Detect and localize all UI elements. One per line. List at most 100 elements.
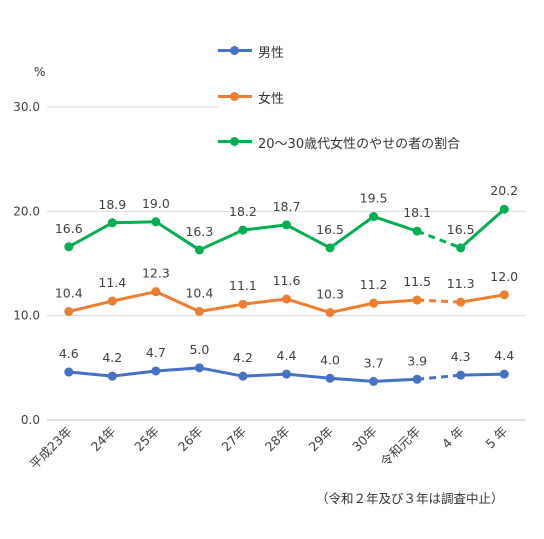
data-point	[64, 242, 74, 252]
data-label: 19.0	[142, 196, 170, 211]
data-label: 11.1	[229, 278, 257, 293]
data-label: 20.2	[490, 183, 518, 198]
data-point	[456, 370, 466, 380]
y-unit-label: %	[34, 65, 46, 79]
data-label: 16.3	[185, 224, 213, 239]
x-tick-label: 4 年	[439, 424, 467, 452]
x-tick-label: 令和元年	[377, 424, 423, 470]
data-point	[499, 369, 509, 379]
y-axis-ticks: 0.0 10.0 20.0 30.0	[13, 100, 40, 427]
x-tick-label: 25年	[131, 424, 162, 455]
data-point	[151, 217, 161, 227]
data-label: 11.4	[98, 275, 126, 290]
data-point	[194, 245, 204, 255]
data-point	[107, 296, 117, 306]
data-label: 4.6	[59, 346, 79, 361]
data-label: 10.3	[316, 287, 344, 302]
data-point	[412, 226, 422, 236]
data-label: 3.9	[407, 353, 427, 368]
series-line	[460, 293, 505, 304]
data-point	[64, 306, 74, 316]
data-point	[151, 287, 161, 297]
data-point	[369, 298, 379, 308]
data-point	[64, 367, 74, 377]
data-point	[282, 220, 291, 230]
x-tick-label: 平成23年	[27, 424, 75, 472]
data-label: 10.4	[185, 285, 213, 300]
y-tick-label: 30.0	[13, 100, 40, 114]
series-line-gap	[416, 373, 461, 381]
data-label: 3.7	[364, 355, 384, 370]
data-label: 12.0	[490, 269, 518, 284]
data-labels: 4.6 4.2 4.7 5.0 4.2 4.4 4.0 3.7 3.9 4.3 4.4 10.4 11.…	[55, 183, 518, 370]
data-point	[325, 308, 335, 318]
data-point	[325, 373, 335, 383]
data-label: 5.0	[189, 342, 209, 357]
data-label: 4.2	[233, 350, 253, 365]
data-point	[499, 204, 509, 214]
data-label: 19.5	[360, 191, 388, 206]
data-label: 10.4	[55, 285, 83, 300]
data-label: 4.4	[494, 348, 514, 363]
data-label: 4.7	[146, 345, 166, 360]
x-tick-label: 29年	[305, 424, 336, 455]
data-point	[412, 374, 422, 384]
data-point	[194, 306, 204, 316]
series-points	[64, 204, 509, 386]
data-point	[238, 225, 248, 235]
data-point	[369, 376, 379, 386]
legend-item: 男性	[218, 40, 538, 62]
data-label: 16.5	[316, 222, 344, 237]
data-point	[456, 297, 466, 307]
data-point	[194, 363, 204, 373]
x-tick-label: 5 年	[482, 424, 510, 452]
legend-label: 男性	[258, 45, 285, 61]
legend-label: 20～30歳代女性のやせの者の割合	[258, 136, 461, 152]
data-label: 18.1	[403, 205, 431, 220]
x-tick-label: 27年	[218, 424, 249, 455]
series-line	[460, 372, 505, 377]
x-tick-label: 30年	[349, 424, 380, 455]
data-label: 18.7	[273, 199, 301, 214]
data-point	[107, 218, 117, 228]
data-label: 18.2	[229, 204, 257, 219]
legend-item: 女性	[218, 86, 538, 108]
data-point	[499, 290, 509, 300]
data-label: 4.3	[451, 349, 471, 364]
x-tick-label: 28年	[262, 424, 293, 455]
data-point	[412, 295, 422, 305]
y-tick-label: 20.0	[13, 204, 40, 218]
legend-label: 女性	[258, 91, 285, 107]
data-point	[282, 369, 291, 379]
data-label: 12.3	[142, 266, 170, 281]
series-line-gap	[417, 298, 461, 304]
data-label: 4.4	[277, 348, 297, 363]
data-label: 4.0	[320, 352, 340, 367]
legend-swatch	[218, 91, 252, 103]
series-line	[459, 208, 506, 249]
data-point	[325, 243, 335, 253]
y-tick-label: 0.0	[21, 413, 40, 427]
data-point	[456, 243, 466, 253]
data-label: 11.2	[360, 277, 388, 292]
data-point	[238, 299, 248, 309]
data-point	[282, 294, 291, 304]
y-tick-label: 10.0	[13, 309, 40, 323]
data-label: 16.5	[447, 222, 475, 237]
data-label: 16.6	[55, 221, 83, 236]
data-label: 18.9	[98, 197, 126, 212]
x-tick-label: 26年	[175, 424, 206, 455]
legend-swatch	[218, 45, 252, 57]
data-point	[151, 366, 161, 376]
legend-item: 20～30歳代女性のやせの者の割合	[218, 131, 538, 153]
data-label: 4.2	[102, 350, 122, 365]
data-point	[369, 212, 379, 222]
footnote: （令和２年及び３年は調査中止）	[316, 491, 504, 506]
data-point	[107, 371, 117, 381]
data-point	[238, 371, 248, 381]
series-line-gap	[416, 229, 462, 250]
data-label: 11.5	[403, 274, 431, 289]
data-label: 11.3	[447, 276, 475, 291]
